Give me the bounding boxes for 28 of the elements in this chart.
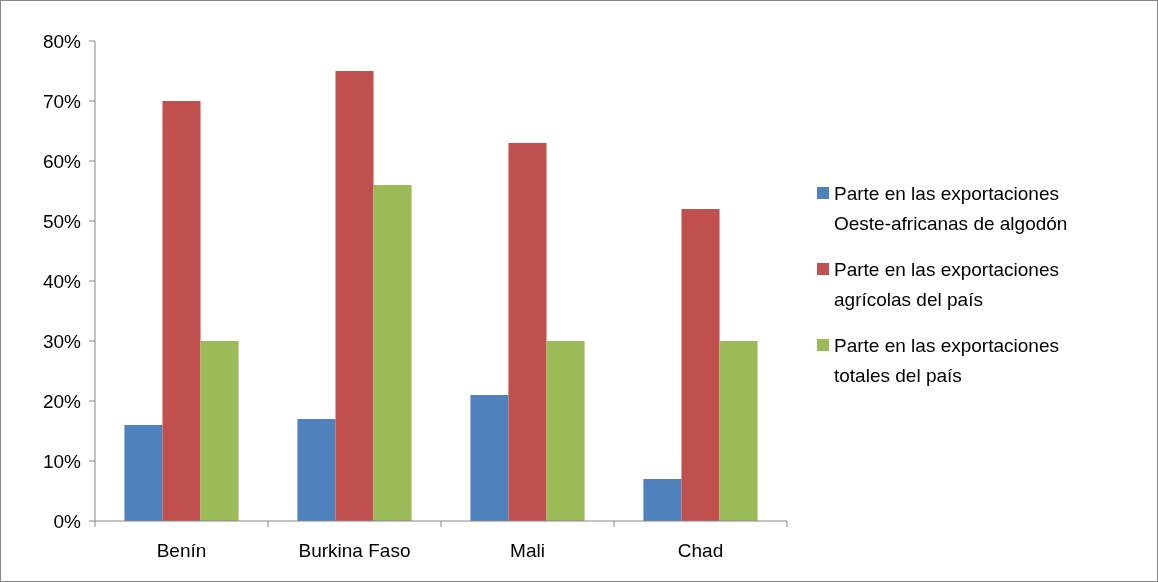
legend-label: Parte en las exportaciones Oeste-africanas de algodón bbox=[834, 182, 1068, 234]
y-tick-label: 80% bbox=[42, 30, 82, 52]
bar bbox=[200, 341, 239, 521]
bar bbox=[373, 185, 412, 521]
y-tick-label: 0% bbox=[53, 510, 82, 532]
bar bbox=[470, 395, 509, 521]
bar bbox=[124, 425, 163, 521]
legend-label: Parte en las exportaciones agrícolas del país bbox=[834, 258, 1059, 310]
bar bbox=[719, 341, 758, 521]
x-tick-label: Mali bbox=[510, 540, 545, 561]
bar bbox=[643, 479, 682, 521]
y-tick-label: 70% bbox=[42, 90, 82, 112]
bar bbox=[508, 143, 547, 521]
legend-label: Parte en las exportaciones totales del país bbox=[834, 334, 1059, 386]
x-tick-label: Burkina Faso bbox=[298, 540, 411, 561]
bar bbox=[681, 209, 720, 521]
bar bbox=[297, 419, 336, 521]
x-tick-label: Chad bbox=[677, 540, 724, 561]
y-tick-label: 30% bbox=[42, 330, 82, 352]
y-tick-label: 20% bbox=[42, 390, 82, 412]
y-tick-label: 10% bbox=[42, 450, 82, 472]
bar bbox=[162, 101, 201, 521]
y-tick-label: 50% bbox=[42, 210, 82, 232]
bar bbox=[335, 71, 374, 521]
bar bbox=[546, 341, 585, 521]
y-tick-label: 40% bbox=[42, 270, 82, 292]
y-tick-label: 60% bbox=[42, 150, 82, 172]
x-tick-label: Benín bbox=[156, 540, 207, 561]
